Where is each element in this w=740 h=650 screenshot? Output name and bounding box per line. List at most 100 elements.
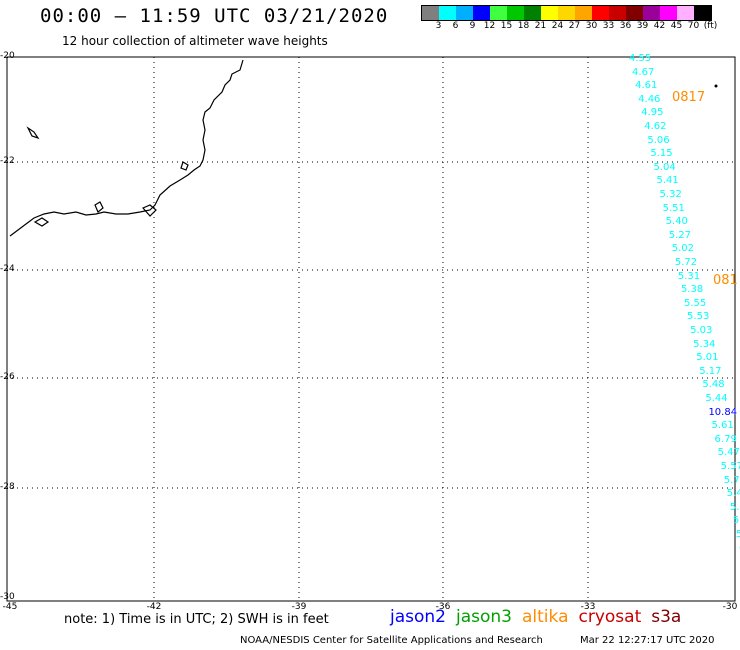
wave-height-value: 5.	[732, 515, 740, 527]
legend-label: 24	[551, 21, 564, 31]
legend-swatch	[524, 6, 541, 20]
latitude-label: -26	[0, 372, 15, 382]
legend-swatch	[422, 6, 439, 20]
wave-height-value: 5.03	[690, 325, 713, 336]
satellite-label: altika	[522, 607, 569, 627]
credit-line: NOAA/NESDIS Center for Satellite Applica…	[240, 635, 543, 646]
longitude-label: -45	[2, 602, 18, 612]
legend-label: 39	[636, 21, 649, 31]
wave-height-value: 6.79	[714, 433, 737, 445]
generated-timestamp: Mar 22 12:27:17 UTC 2020	[580, 635, 715, 646]
satellite-label: jason3	[456, 607, 512, 627]
wave-height-value: 5.47	[717, 447, 740, 459]
wave-height-value: 5.01	[696, 352, 719, 364]
legend-label: 42	[653, 21, 666, 31]
legend-label: 45	[670, 21, 683, 31]
wave-height-value: 5.72	[674, 257, 698, 268]
legend-swatch	[575, 6, 592, 20]
wave-height-value: 10.84	[708, 406, 738, 418]
track-start-point	[714, 84, 718, 88]
legend-swatch	[694, 6, 711, 20]
wave-height-value: 5.76	[723, 474, 740, 486]
map-frame	[6, 56, 736, 602]
wave-height-value: 5.57	[720, 461, 740, 472]
wave-height-value: 5.53	[687, 311, 710, 323]
legend-swatch	[439, 6, 456, 20]
legend-label: 27	[568, 21, 581, 31]
legend-swatch	[643, 6, 660, 20]
wave-height-value: 5.55	[684, 297, 707, 309]
wave-height-value: 5.27	[668, 229, 691, 241]
longitude-label: -39	[291, 602, 307, 612]
coastline	[9, 59, 244, 237]
wave-height-value: 5.38	[680, 284, 704, 296]
wave-height-value: 5.34	[693, 338, 716, 350]
wave-height-value: 5	[735, 529, 740, 540]
legend-swatch	[456, 6, 473, 20]
satellite-label: jason2	[390, 607, 446, 627]
wave-height-value: 5.51	[662, 202, 685, 214]
legend-swatch	[541, 6, 558, 20]
wave-height-value: 4.62	[644, 121, 667, 132]
latitude-label: -24	[0, 264, 15, 274]
wave-height-value: 5.32	[659, 189, 682, 200]
legend-swatch	[490, 6, 507, 20]
wave-height-value: 5.17	[699, 365, 722, 377]
legend-label: 3	[435, 21, 442, 31]
latitude-label: -30	[0, 592, 15, 602]
pass-time-label: 081	[713, 273, 738, 288]
wave-height-value: 4.95	[641, 107, 664, 119]
graticule	[7, 57, 735, 601]
latitude-label: -20	[0, 51, 15, 61]
longitude-label: -36	[435, 602, 451, 612]
wave-height-value: 5.61	[711, 420, 734, 432]
legend-label: 12	[483, 21, 496, 31]
satellite-legend: jason2 jason3 altika cryosat s3a	[390, 607, 691, 627]
wave-height-value: 5.06	[647, 134, 670, 146]
wave-height-value: 5.04	[653, 161, 676, 173]
pass-time-label: 0817	[672, 90, 706, 105]
latitude-label: -28	[0, 482, 15, 492]
legend-swatch	[592, 6, 609, 20]
map-title: 00:00 – 11:59 UTC 03/21/2020	[40, 5, 389, 27]
legend-swatch	[473, 6, 490, 20]
wave-height-value: 5.02	[671, 243, 695, 255]
map-subtitle: 12 hour collection of altimeter wave hei…	[62, 34, 328, 48]
longitude-label: -42	[146, 602, 162, 612]
legend-swatch	[507, 6, 524, 20]
legend-label: 36	[619, 21, 632, 31]
legend-swatch	[677, 6, 694, 20]
wave-height-value: 5.44	[705, 393, 728, 404]
legend-swatch	[626, 6, 643, 20]
wave-height-value: 4.55	[629, 53, 652, 64]
legend-swatch	[609, 6, 626, 20]
legend-label: 30	[585, 21, 598, 31]
satellite-label: cryosat	[578, 607, 642, 627]
legend-label: 6	[452, 21, 459, 31]
footer-note: note: 1) Time is in UTC; 2) SWH is in fe…	[64, 612, 329, 627]
wave-height-value: 5.5	[729, 501, 740, 513]
color-legend	[421, 5, 712, 21]
wave-height-value: 5.15	[650, 148, 673, 160]
legend-label: 9	[469, 21, 476, 31]
legend-label: 21	[534, 21, 547, 31]
wave-height-value: 4.61	[635, 80, 658, 92]
wave-height-value: 4.46	[638, 93, 661, 105]
legend-label: 15	[500, 21, 513, 31]
satellite-label: s3a	[651, 607, 682, 627]
legend-swatch	[660, 6, 677, 20]
wave-height-value: 5.48	[702, 379, 725, 391]
wave-height-value: 5.4	[726, 488, 740, 500]
legend-label: (ft)	[703, 21, 718, 31]
wave-height-value: 4.67	[632, 66, 655, 78]
legend-label: 33	[602, 21, 615, 31]
legend-label: 18	[517, 21, 530, 31]
legend-swatch	[558, 6, 575, 20]
longitude-label: -33	[580, 602, 596, 612]
longitude-label: -30	[722, 602, 738, 612]
wave-height-value: 5.31	[677, 270, 701, 282]
latitude-label: -22	[0, 156, 15, 166]
wave-height-value: 5.41	[656, 175, 679, 187]
wave-height-value: 5.40	[665, 216, 688, 228]
